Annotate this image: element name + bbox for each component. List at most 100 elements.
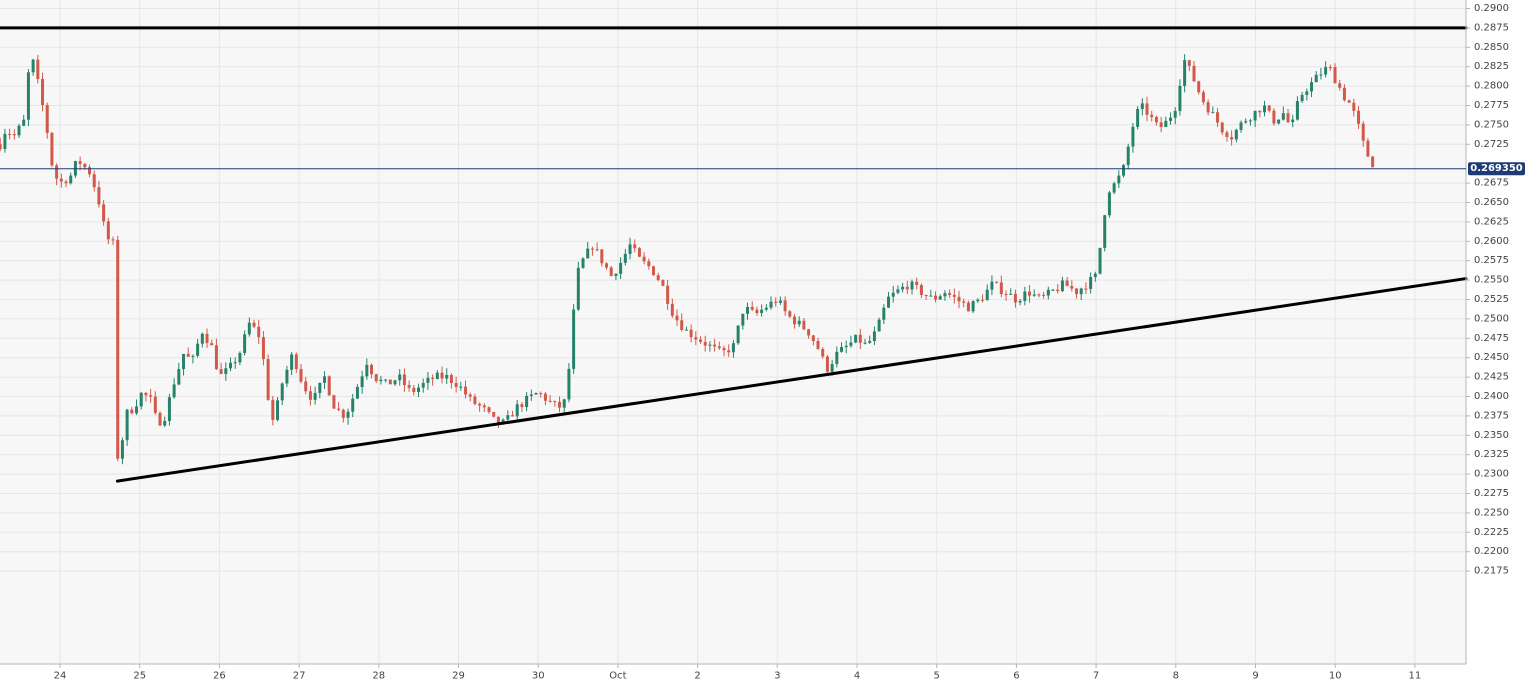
candle-body <box>1366 140 1370 157</box>
candle-body <box>562 399 566 408</box>
x-tick-label: 25 <box>133 671 146 682</box>
candle-body <box>1201 92 1205 103</box>
candle-body <box>581 258 585 268</box>
candle-body <box>1225 132 1229 137</box>
candle-body <box>214 345 218 370</box>
candle-body <box>1065 280 1069 287</box>
candle-body <box>905 286 909 290</box>
candle-body <box>849 342 853 346</box>
y-tick-label: 0.2250 <box>1474 507 1509 518</box>
candle-body <box>1032 294 1036 296</box>
x-tick-label: 3 <box>774 671 780 682</box>
candle-body <box>727 350 731 353</box>
candle-body <box>600 249 604 264</box>
y-tick-label: 0.2725 <box>1474 139 1509 150</box>
candle-body <box>459 386 463 388</box>
candle-body <box>388 379 392 385</box>
candle-body <box>1211 112 1215 114</box>
candle-body <box>1037 294 1041 296</box>
candle-body <box>1291 119 1295 123</box>
candle-body <box>957 296 961 302</box>
candle-body <box>1126 146 1130 166</box>
candle-body <box>1342 87 1346 101</box>
candle-body <box>995 281 999 283</box>
candle-body <box>3 133 7 149</box>
candle-body <box>680 320 684 330</box>
candle-body <box>633 244 637 249</box>
candle-body <box>642 256 646 262</box>
candle-body <box>661 280 665 286</box>
candle-body <box>435 372 439 379</box>
candle-body <box>1103 215 1107 248</box>
candle-body <box>308 391 312 400</box>
current-price-label: 0.269350 <box>1470 163 1523 174</box>
candle-body <box>313 393 317 400</box>
candle-body <box>605 263 609 268</box>
candle-body <box>1023 291 1027 301</box>
candle-body <box>769 301 773 308</box>
candle-body <box>31 59 35 73</box>
y-tick-label: 0.2800 <box>1474 81 1509 92</box>
candle-body <box>774 301 778 303</box>
candle-body <box>694 337 698 340</box>
candle-body <box>520 404 524 408</box>
candle-body <box>990 281 994 290</box>
candle-body <box>999 282 1003 295</box>
candle-body <box>1042 294 1046 296</box>
candle-body <box>69 175 73 184</box>
candle-body <box>323 376 327 383</box>
candle-body <box>741 313 745 326</box>
candle-body <box>431 377 435 379</box>
candle-body <box>1093 273 1097 278</box>
candle-body <box>619 262 623 274</box>
support-trendline[interactable] <box>115 277 1468 483</box>
candle-body <box>506 415 510 420</box>
candle-body <box>384 379 388 381</box>
candle-body <box>797 320 801 325</box>
candle-body <box>92 174 96 188</box>
y-tick-label: 0.2225 <box>1474 527 1509 538</box>
candle-body <box>1051 289 1055 291</box>
candle-body <box>393 380 397 385</box>
candle-body <box>1206 102 1210 113</box>
candle-body <box>1173 110 1177 118</box>
candle-body <box>271 399 275 420</box>
candle-body <box>722 348 726 351</box>
candle-body <box>764 307 768 310</box>
candle-body <box>205 333 209 344</box>
candle-body <box>247 322 251 335</box>
candle-body <box>1079 288 1083 295</box>
candle-body <box>1277 119 1281 124</box>
candle-body <box>1286 113 1290 123</box>
candle-body <box>609 267 613 276</box>
candle-body <box>1117 175 1121 184</box>
candle-body <box>675 315 679 321</box>
candle-body <box>1253 110 1257 121</box>
candle-body <box>299 369 303 382</box>
current-price-marker: 0.269350 <box>0 162 1525 176</box>
y-tick-label: 0.2475 <box>1474 333 1509 344</box>
candle-body <box>351 398 355 412</box>
candle-body <box>78 161 82 164</box>
candle-body <box>1187 60 1191 66</box>
candle-body <box>1263 105 1267 113</box>
candle-body <box>816 341 820 350</box>
x-axis[interactable]: 24 25 26 27 28 29 30 Oct 2 3 4 5 6 7 8 9 10 11 <box>54 664 1422 682</box>
y-axis[interactable]: 0.2900 0.2875 0.2850 0.2825 0.2800 0.2775 0.27… <box>1466 3 1509 577</box>
candle-body <box>365 364 369 377</box>
candle-body <box>22 119 26 126</box>
candle-body <box>36 59 40 79</box>
y-tick-label: 0.2750 <box>1474 119 1509 130</box>
x-tick-label: 28 <box>372 671 385 682</box>
candle-body <box>1028 291 1032 296</box>
candle-body <box>1089 277 1093 289</box>
candle-body <box>1220 122 1224 133</box>
candle-body <box>1281 113 1285 120</box>
candle-body <box>125 409 129 441</box>
candle-body <box>167 397 171 422</box>
candle-body <box>135 406 139 414</box>
candle-body <box>807 329 811 336</box>
candle-body <box>0 144 2 149</box>
candle-body <box>1272 110 1276 124</box>
candle-body <box>539 393 543 395</box>
